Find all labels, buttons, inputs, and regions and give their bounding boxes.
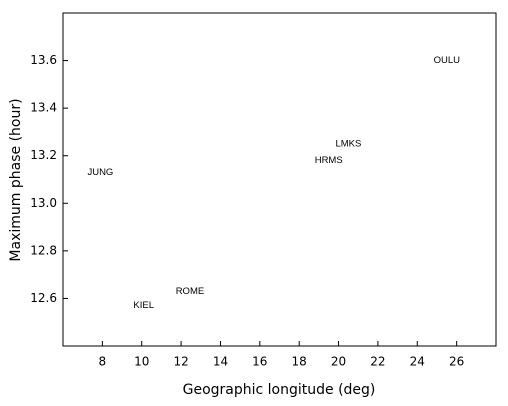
x-tick-label: 22	[370, 355, 385, 369]
x-tick-label: 26	[449, 355, 464, 369]
point-label: OULU	[434, 55, 461, 66]
point-label: HRMS	[315, 155, 343, 166]
point-label: ROME	[176, 286, 205, 297]
x-tick-label: 8	[99, 355, 107, 369]
x-tick-label: 12	[173, 355, 188, 369]
y-tick-label: 12.8	[30, 243, 57, 257]
point-label: JUNG	[87, 167, 113, 178]
y-tick-label: 13.2	[30, 148, 57, 162]
point-label: KIEL	[133, 300, 154, 311]
x-tick-label: 24	[410, 355, 425, 369]
y-axis-label: Maximum phase (hour)	[8, 98, 24, 261]
x-tick-label: 10	[134, 355, 149, 369]
x-tick-label: 18	[292, 355, 307, 369]
x-tick-label: 20	[331, 355, 346, 369]
point-label: LMKS	[335, 138, 361, 149]
y-tick-label: 13.4	[30, 101, 57, 115]
x-tick-label: 14	[213, 355, 228, 369]
plot-frame	[62, 12, 497, 347]
y-tick-label: 13.6	[30, 53, 57, 67]
y-tick-label: 13.0	[30, 196, 57, 210]
x-axis-label: Geographic longitude (deg)	[183, 382, 376, 398]
x-tick-label: 16	[252, 355, 267, 369]
y-tick-label: 12.6	[30, 291, 57, 305]
